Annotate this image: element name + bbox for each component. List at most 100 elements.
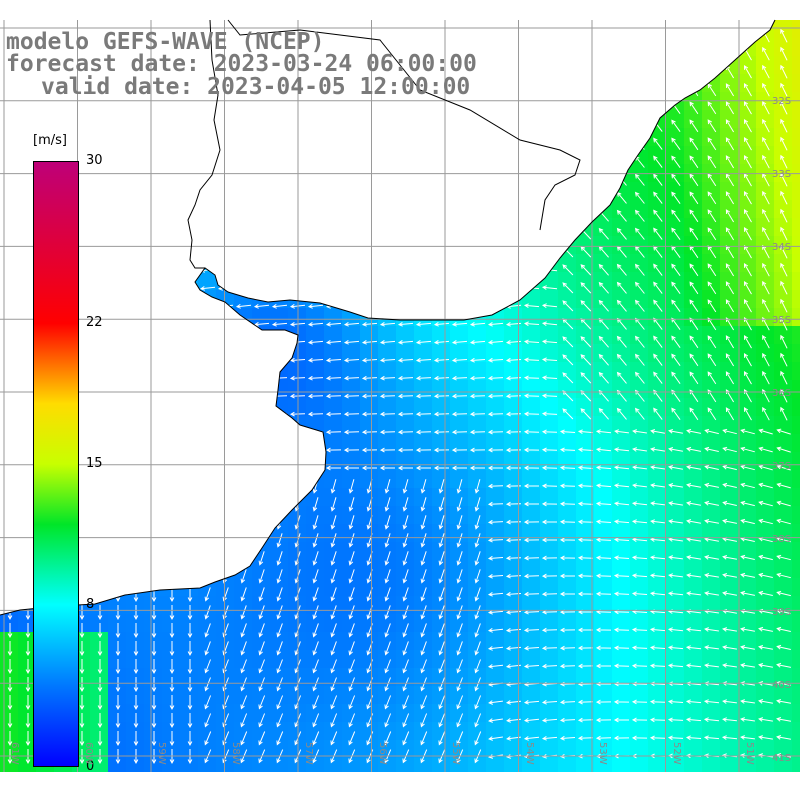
wind-speed-cell (486, 380, 505, 399)
wind-arrow (725, 263, 735, 277)
wind-speed-cell (612, 380, 631, 399)
wind-speed-cell (630, 218, 649, 237)
wind-arrow (689, 119, 699, 133)
wind-arrow (762, 118, 770, 133)
wind-arrow (456, 533, 463, 548)
wind-speed-cell (684, 614, 703, 633)
wind-arrow (634, 335, 645, 348)
wind-arrow (204, 659, 211, 674)
wind-speed-cell (666, 578, 685, 597)
wind-arrow (253, 321, 270, 327)
wind-speed-cell (792, 452, 800, 471)
wind-arrow (133, 641, 139, 657)
wind-speed-cell (432, 740, 451, 759)
wind-arrow (402, 641, 409, 656)
wind-arrow (487, 646, 504, 651)
wind-speed-cell (396, 416, 415, 435)
wind-arrow (384, 677, 391, 692)
wind-arrow (258, 713, 266, 728)
wind-speed-cell (594, 344, 613, 363)
wind-arrow (650, 483, 665, 488)
wind-speed-cell (486, 614, 505, 633)
wind-arrow (743, 100, 752, 115)
wind-speed-cell (198, 740, 217, 759)
wind-speed-cell (306, 722, 325, 741)
latitude-label: 35S (772, 315, 792, 326)
wind-arrow (541, 303, 558, 309)
wind-speed-cell (720, 686, 739, 705)
wind-speed-cell (288, 650, 307, 669)
wind-arrow (451, 357, 468, 363)
wind-arrow (474, 533, 481, 548)
wind-speed-cell (648, 200, 667, 219)
wind-speed-cell (612, 326, 631, 345)
longitude-label: 52W (670, 742, 682, 765)
wind-speed-cell (774, 398, 793, 417)
wind-speed-cell (432, 704, 451, 723)
wind-arrow (474, 677, 481, 692)
wind-speed-cell (576, 650, 595, 669)
wind-arrow (474, 479, 481, 494)
wind-speed-cell (468, 326, 487, 345)
wind-arrow (384, 479, 391, 494)
wind-speed-cell (414, 740, 433, 759)
wind-arrow (258, 605, 265, 620)
wind-arrow (312, 677, 319, 692)
wind-arrow (671, 407, 681, 420)
wind-speed-cell (684, 308, 703, 327)
wind-speed-cell (108, 704, 127, 723)
wind-speed-cell (450, 650, 469, 669)
wind-arrow (384, 695, 392, 710)
wind-speed-cell (558, 578, 577, 597)
wind-arrow (348, 479, 355, 494)
wind-arrow (312, 515, 319, 530)
wind-speed-cell (612, 452, 631, 471)
longitude-label: 55W (450, 742, 461, 765)
wind-arrow (7, 623, 13, 639)
wind-arrow (559, 537, 576, 543)
wind-speed-cell (792, 416, 800, 435)
wind-arrow (402, 515, 409, 530)
wind-arrow (668, 483, 683, 488)
wind-speed-cell (522, 596, 541, 615)
wind-arrow (616, 353, 627, 366)
wind-arrow (725, 209, 735, 223)
wind-arrow (187, 713, 193, 729)
wind-speed-cell (378, 704, 397, 723)
wind-arrow (653, 281, 663, 294)
wind-speed-cell (414, 434, 433, 453)
wind-speed-cell (792, 290, 800, 309)
wind-arrow (541, 429, 558, 435)
wind-speed-cell (234, 596, 253, 615)
wind-speed-cell (774, 254, 793, 273)
wind-arrow (780, 136, 788, 151)
wind-speed-cell (396, 470, 415, 489)
wind-speed-cell (558, 470, 577, 489)
wind-speed-cell (738, 254, 757, 273)
wind-arrow (115, 623, 121, 639)
wind-speed-cell (648, 218, 667, 237)
wind-arrow (451, 411, 468, 417)
wind-speed-cell (594, 668, 613, 687)
wind-speed-cell (720, 74, 739, 93)
wind-arrow (668, 573, 683, 578)
longitude-label: 56W (376, 742, 388, 765)
wind-speed-cell (18, 704, 37, 723)
wind-speed-cell (432, 380, 451, 399)
wind-arrow (632, 483, 647, 488)
wind-speed-cell (558, 722, 577, 741)
wind-speed-cell (144, 632, 163, 651)
wind-arrow (384, 659, 391, 674)
wind-arrow (115, 731, 121, 747)
wind-arrow (379, 321, 396, 327)
wind-speed-cell (630, 596, 649, 615)
wind-speed-cell (522, 560, 541, 579)
wind-arrow (307, 303, 324, 309)
wind-arrow (325, 429, 342, 435)
wind-arrow (613, 699, 630, 705)
wind-speed-cell (792, 38, 800, 57)
wind-arrow (397, 375, 414, 381)
wind-arrow (704, 645, 719, 650)
wind-arrow (580, 354, 592, 366)
wind-speed-cell (288, 704, 307, 723)
